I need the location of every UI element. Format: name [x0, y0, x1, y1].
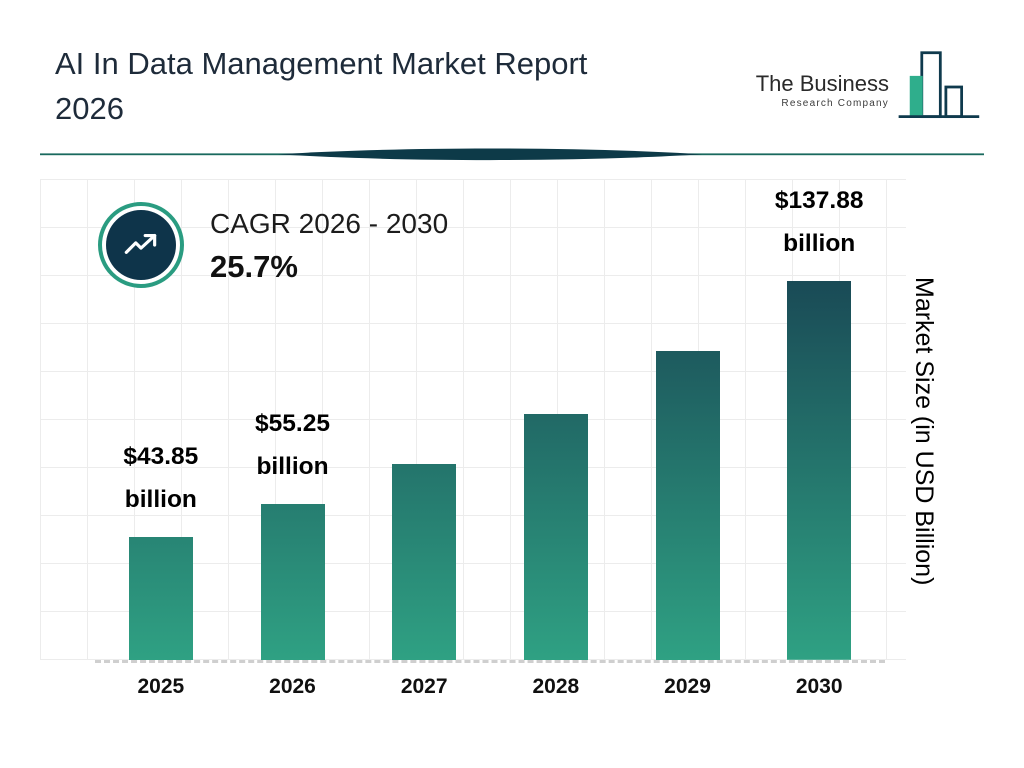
bar-value-unit: billion [256, 453, 329, 481]
bar-value-amount: $55.25 [255, 409, 330, 437]
bar-2026 [260, 503, 325, 660]
bar-column-2026: $55.25 billion [227, 179, 359, 660]
bar-value-amount: $137.88 [774, 186, 864, 214]
y-axis-label: Market Size (in USD Billion) [910, 276, 938, 586]
cagr-callout: CAGR 2026 - 2030 25.7% [98, 201, 448, 288]
x-tick-label-2030: 2030 [795, 674, 843, 698]
x-tick-label-2025: 2025 [137, 674, 185, 698]
header: AI In Data Management Market Report 2026… [0, 0, 1024, 132]
bar-value-label-2026: $55.25 billion [255, 402, 330, 489]
trend-up-icon-circle [106, 209, 176, 280]
bar-2030 [787, 281, 852, 660]
bar-2025 [128, 536, 193, 660]
trend-up-icon [98, 201, 184, 288]
bar-column-2025: $43.85 billion [95, 179, 227, 660]
bar-column-2029 [622, 179, 754, 660]
bar-2027 [392, 463, 457, 660]
x-tick-label-2027: 2027 [400, 674, 448, 698]
bar-series: $43.85 billion $55.25 billion $137.88 billion [95, 179, 885, 660]
page-title: AI In Data Management Market Report 2026 [55, 42, 587, 132]
cagr-value: 25.7% [210, 248, 298, 284]
cagr-label: CAGR 2026 - 2030 [210, 207, 449, 239]
bar-column-2027 [358, 179, 490, 660]
cagr-text: CAGR 2026 - 2030 25.7% [210, 202, 448, 285]
bar-value-label-2025: $43.85 billion [123, 435, 198, 522]
bar-value-unit: billion [124, 486, 197, 514]
x-axis-baseline [95, 659, 885, 663]
bar-column-2030: $137.88 billion [753, 179, 885, 660]
page-title-line2: 2026 [55, 90, 124, 126]
bar-chart-logo-icon [894, 48, 982, 131]
x-axis-tick-labels: 2025 2026 2027 2028 2029 2030 [95, 675, 885, 699]
bar-value-amount: $43.85 [123, 442, 199, 470]
x-tick-label-2029: 2029 [664, 674, 711, 698]
x-tick-label-2028: 2028 [532, 674, 580, 698]
chart-area: CAGR 2026 - 2030 25.7% $43.85 billion $55.… [40, 169, 984, 717]
logo-name: The Business [755, 70, 889, 96]
page-title-line1: AI In Data Management Market Report [55, 46, 588, 81]
company-logo: The Business Research Company [756, 48, 982, 132]
divider [40, 148, 984, 161]
bar-2029 [655, 350, 720, 660]
logo-text: The Business Research Company [756, 71, 889, 109]
bar-2028 [523, 413, 588, 660]
x-tick-label-2026: 2026 [269, 674, 316, 698]
logo-subtitle: Research Company [781, 97, 889, 109]
bar-value-unit: billion [783, 230, 856, 258]
bar-value-label-2030: $137.88 billion [775, 179, 864, 266]
bar-column-2028 [490, 179, 622, 660]
